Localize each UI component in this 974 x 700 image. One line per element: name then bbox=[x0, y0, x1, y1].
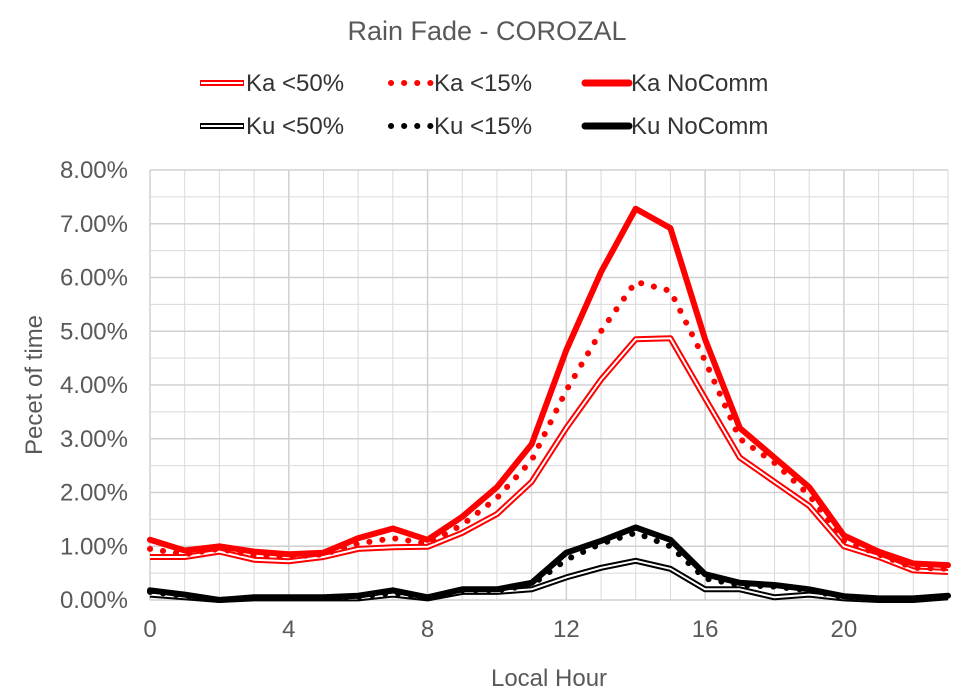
series-ka-nocomm-line bbox=[147, 205, 951, 569]
series-ka-50 bbox=[150, 335, 949, 575]
legend-item-ka-15-label: Ka <15% bbox=[434, 70, 532, 97]
x-tick-labels: 0 4 8 12 16 20 bbox=[143, 616, 857, 643]
legend-item-ku-50-label: Ku <50% bbox=[246, 113, 344, 140]
x-tick-label: 20 bbox=[831, 616, 858, 643]
y-tick-label: 7.00% bbox=[60, 211, 128, 238]
legend-item-ku-15: Ku <15% bbox=[388, 113, 532, 140]
y-axis-title: Pecet of time bbox=[21, 315, 48, 455]
legend-item-ka-15: Ka <15% bbox=[388, 70, 532, 97]
y-tick-label: 2.00% bbox=[60, 480, 128, 507]
legend: Ka <50% Ka <15% Ka NoComm Ku <50% Ku <15% Ku … bbox=[200, 70, 768, 140]
series-ka-nocomm bbox=[147, 205, 951, 569]
y-tick-label: 3.00% bbox=[60, 426, 128, 453]
legend-item-ku-nocomm: Ku NoComm bbox=[581, 113, 768, 140]
x-tick-label: 16 bbox=[692, 616, 719, 643]
legend-item-ku-15-label: Ku <15% bbox=[434, 113, 532, 140]
y-tick-label: 0.00% bbox=[60, 587, 128, 614]
legend-item-ku-nocomm-label: Ku NoComm bbox=[631, 113, 768, 140]
legend-item-ku-50: Ku <50% bbox=[200, 113, 344, 140]
x-tick-label: 0 bbox=[143, 616, 156, 643]
series-ku-nocomm-line bbox=[147, 524, 951, 603]
series-ka-50-line-inner bbox=[150, 337, 949, 573]
x-tick-label: 4 bbox=[282, 616, 295, 643]
gridlines bbox=[149, 169, 949, 601]
y-tick-label: 6.00% bbox=[60, 265, 128, 292]
y-tick-label: 4.00% bbox=[60, 372, 128, 399]
legend-item-ka-50: Ka <50% bbox=[200, 70, 344, 97]
y-tick-labels: 0.00% 1.00% 2.00% 3.00% 4.00% 5.00% 6.00% 7.00%… bbox=[60, 157, 128, 614]
y-tick-label: 8.00% bbox=[60, 157, 128, 184]
x-tick-label: 12 bbox=[553, 616, 580, 643]
y-tick-label: 1.00% bbox=[60, 533, 128, 560]
x-tick-label: 8 bbox=[421, 616, 434, 643]
y-tick-label: 5.00% bbox=[60, 318, 128, 345]
chart-title: Rain Fade - COROZAL bbox=[347, 16, 626, 46]
x-axis-title: Local Hour bbox=[491, 665, 607, 692]
legend-item-ka-nocomm-label: Ka NoComm bbox=[631, 70, 768, 97]
series-ku-nocomm bbox=[147, 524, 951, 603]
legend-item-ka-50-label: Ka <50% bbox=[246, 70, 344, 97]
plot-series bbox=[147, 205, 951, 603]
legend-item-ka-nocomm: Ka NoComm bbox=[581, 70, 768, 97]
